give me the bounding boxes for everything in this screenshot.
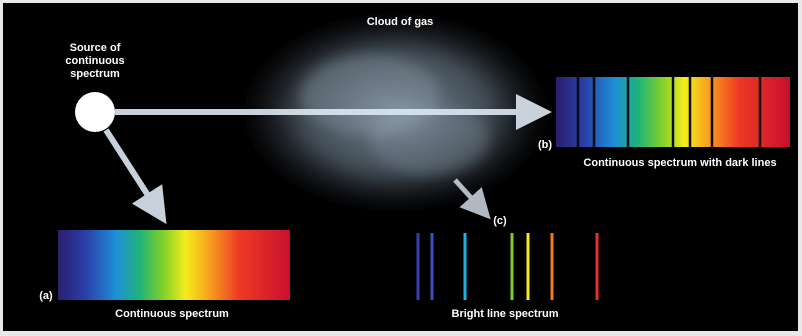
panel-caption: Continuous spectrum: [115, 308, 229, 320]
absorption-spectrum: [556, 77, 790, 147]
source-label: Source of: [70, 42, 121, 54]
panel-tag: (b): [538, 139, 552, 151]
source-label: spectrum: [70, 68, 120, 80]
source-label: continuous: [65, 55, 124, 67]
panel-caption: Continuous spectrum with dark lines: [583, 157, 776, 169]
cloud-label: Cloud of gas: [367, 16, 434, 28]
panel-caption: Bright line spectrum: [452, 308, 559, 320]
panel-tag: (a): [39, 290, 53, 302]
diagram: Cloud of gas Source of continuous spectr…: [0, 0, 802, 336]
cloud-texture: [370, 105, 490, 175]
panel-tag: (c): [493, 215, 507, 227]
continuous-spectrum: [58, 230, 290, 300]
light-source: [75, 92, 115, 132]
page: {"cloud_label": "Cloud of gas", "source_…: [0, 0, 802, 336]
